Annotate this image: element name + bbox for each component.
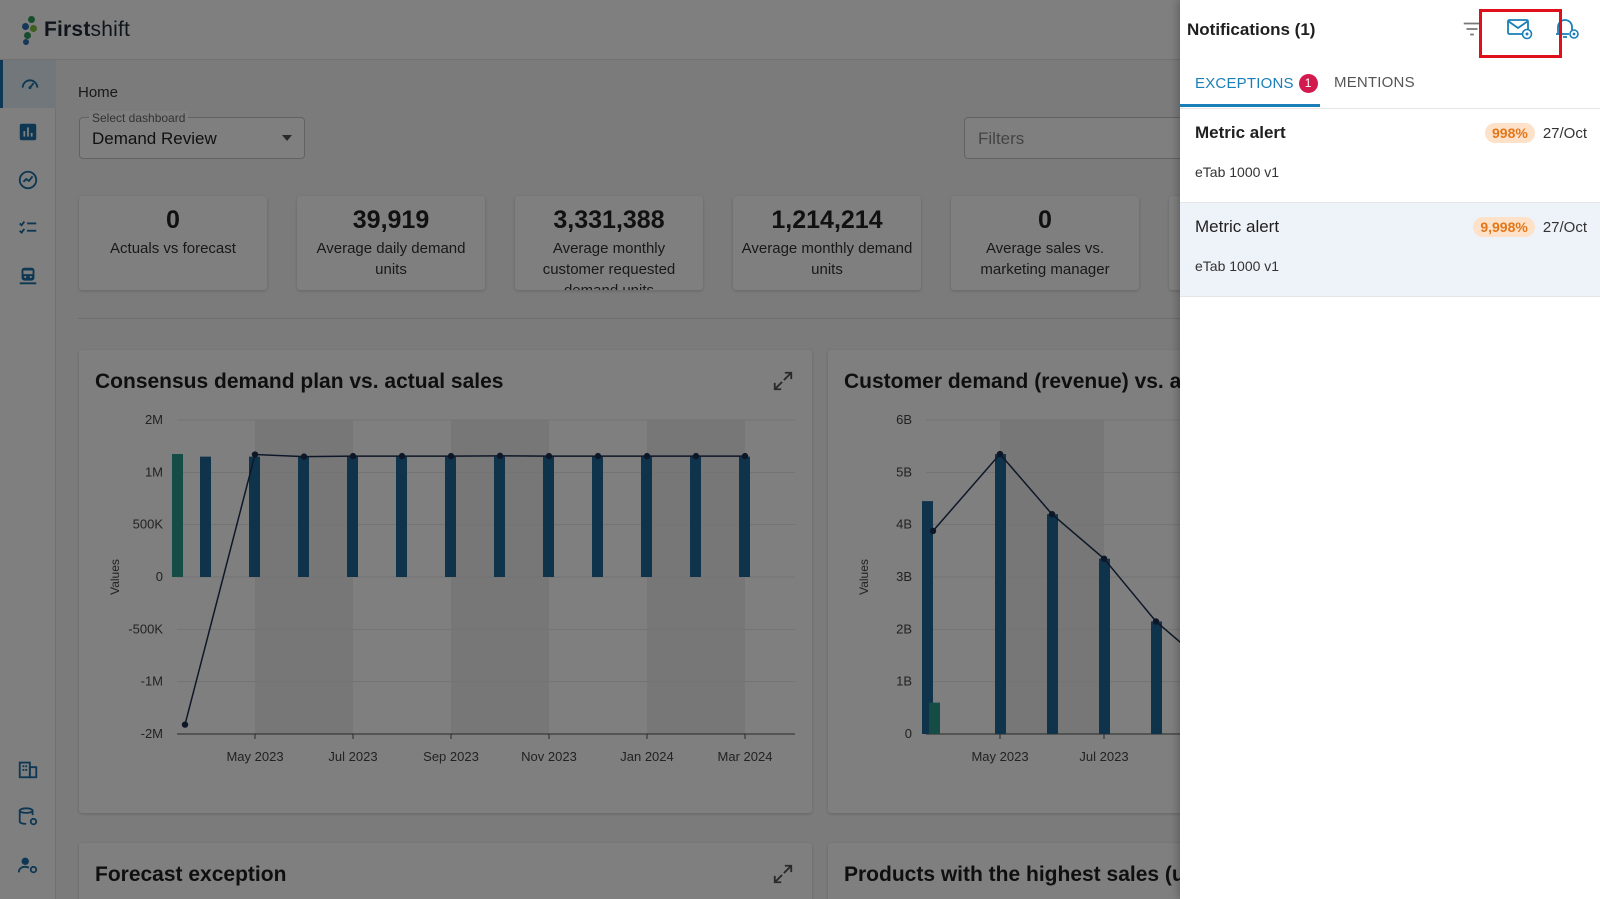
notification-subtitle: eTab 1000 v1 — [1195, 164, 1280, 180]
notification-meta: 998% 27/Oct — [1485, 123, 1587, 143]
highlight-box — [1479, 9, 1562, 58]
percent-badge: 9,998% — [1473, 217, 1535, 237]
notification-tabs: EXCEPTIONS 1 MENTIONS — [1180, 62, 1600, 108]
tab-exceptions[interactable]: EXCEPTIONS 1 — [1195, 74, 1318, 93]
notification-date: 27/Oct — [1542, 124, 1587, 142]
mail-settings-icon — [1507, 19, 1533, 40]
notification-item[interactable]: Metric alert 9,998% 27/Oct eTab 1000 v1 — [1180, 203, 1600, 297]
exceptions-count-badge: 1 — [1298, 74, 1318, 93]
bell-settings-icon — [1556, 19, 1579, 39]
percent-badge: 998% — [1485, 123, 1535, 143]
filter-button[interactable] — [1457, 14, 1487, 44]
notification-settings-button[interactable] — [1552, 14, 1582, 44]
notifications-drawer: Notifications (1) EXCEPTIONS 1 MENTIONS M… — [1180, 0, 1600, 899]
notifications-title: Notifications (1) — [1187, 20, 1316, 39]
active-tab-indicator — [1180, 104, 1320, 107]
tabs-divider — [1180, 108, 1600, 109]
notification-subtitle: eTab 1000 v1 — [1195, 258, 1280, 274]
filter-icon — [1463, 22, 1481, 36]
tab-mentions[interactable]: MENTIONS — [1334, 74, 1415, 91]
notification-meta: 9,998% 27/Oct — [1473, 217, 1587, 237]
notification-item[interactable]: Metric alert 998% 27/Oct eTab 1000 v1 — [1180, 109, 1600, 203]
tab-exceptions-label: EXCEPTIONS — [1195, 75, 1294, 92]
notification-date: 27/Oct — [1542, 218, 1587, 236]
notification-title: Metric alert — [1195, 123, 1286, 142]
email-settings-button[interactable] — [1505, 14, 1535, 44]
notification-title: Metric alert — [1195, 217, 1280, 236]
